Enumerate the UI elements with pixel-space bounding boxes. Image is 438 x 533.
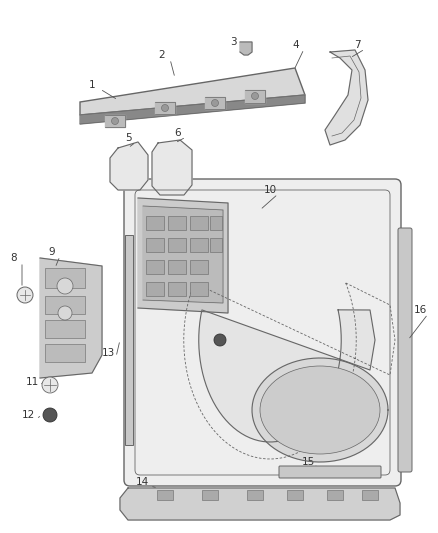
Text: 1: 1 <box>88 80 95 90</box>
Polygon shape <box>120 488 400 520</box>
Circle shape <box>58 306 72 320</box>
Bar <box>168 260 186 274</box>
Polygon shape <box>80 95 305 124</box>
Text: 2: 2 <box>159 50 165 60</box>
Bar <box>168 282 186 296</box>
Circle shape <box>251 93 258 100</box>
Bar <box>45 268 85 288</box>
Polygon shape <box>240 42 252 55</box>
Text: 14: 14 <box>135 477 148 487</box>
Bar <box>190 216 208 230</box>
Bar <box>168 238 186 252</box>
Polygon shape <box>152 140 192 195</box>
Polygon shape <box>138 198 228 313</box>
Text: 9: 9 <box>49 247 55 257</box>
Circle shape <box>57 278 73 294</box>
Bar <box>202 490 218 500</box>
Text: 15: 15 <box>301 457 314 467</box>
Bar <box>125 235 133 445</box>
Bar <box>247 490 263 500</box>
Bar <box>190 238 208 252</box>
Text: 5: 5 <box>125 133 131 143</box>
Polygon shape <box>245 90 265 103</box>
Bar <box>190 282 208 296</box>
Circle shape <box>43 408 57 422</box>
Polygon shape <box>199 310 375 442</box>
FancyBboxPatch shape <box>124 179 401 486</box>
FancyBboxPatch shape <box>398 228 412 472</box>
Bar <box>210 238 222 252</box>
Polygon shape <box>105 115 125 127</box>
Polygon shape <box>40 258 102 378</box>
Bar <box>362 490 378 500</box>
Circle shape <box>162 104 169 111</box>
Circle shape <box>212 100 219 107</box>
Text: 10: 10 <box>263 185 276 195</box>
Text: 4: 4 <box>293 40 299 50</box>
Text: 7: 7 <box>354 40 360 50</box>
FancyBboxPatch shape <box>279 466 381 478</box>
Bar <box>146 216 164 230</box>
Circle shape <box>214 334 226 346</box>
Polygon shape <box>155 102 175 114</box>
Text: 13: 13 <box>101 348 115 358</box>
Polygon shape <box>252 358 388 462</box>
Circle shape <box>17 287 33 303</box>
Polygon shape <box>143 206 223 303</box>
Bar <box>45 344 85 362</box>
Bar <box>45 320 85 338</box>
Bar <box>45 296 85 314</box>
Circle shape <box>42 377 58 393</box>
Bar <box>210 216 222 230</box>
Polygon shape <box>80 68 305 115</box>
Text: 12: 12 <box>21 410 35 420</box>
Bar <box>327 490 343 500</box>
Polygon shape <box>205 97 225 109</box>
Text: 11: 11 <box>25 377 39 387</box>
Text: 6: 6 <box>175 128 181 138</box>
Bar <box>157 490 173 500</box>
Text: 16: 16 <box>413 305 427 315</box>
Bar <box>146 260 164 274</box>
Ellipse shape <box>260 366 380 454</box>
Bar <box>146 282 164 296</box>
Circle shape <box>112 117 119 125</box>
Polygon shape <box>110 142 148 190</box>
Text: 8: 8 <box>11 253 18 263</box>
Bar <box>146 238 164 252</box>
Text: 3: 3 <box>230 37 237 47</box>
Polygon shape <box>325 50 368 145</box>
Bar <box>190 260 208 274</box>
Bar <box>168 216 186 230</box>
Bar <box>287 490 303 500</box>
